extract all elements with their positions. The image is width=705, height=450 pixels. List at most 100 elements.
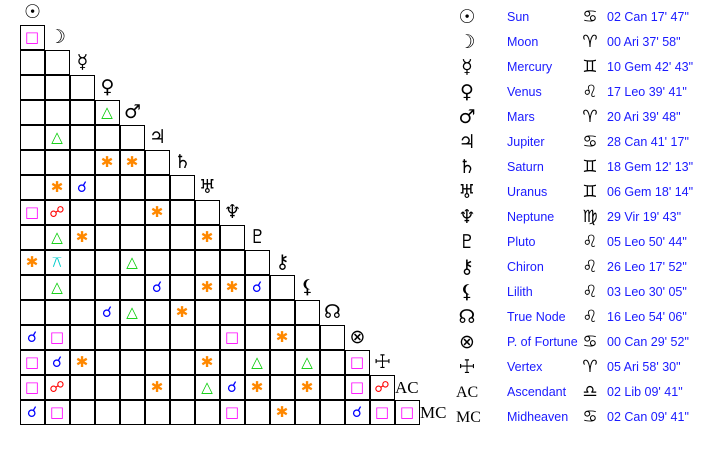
aspect-grid: ☉ ☽ □ ☿ ♀ ♂ △ ♃ △ ♄ ✱ ✱ ♅ ✱ ☌ ♆ □ ☍ ✱ ♇ △ ✱ ✱ ⚷ ✱ ⚻ △ ⚸ △ ☌ ✱ ✱ ☌ ☊ ☌ △ ✱ ⊗ ☌ □… xyxy=(19,3,446,425)
planet-position: 02 Can 09' 41" xyxy=(607,410,689,424)
aspect-cell-sextile: ✱ xyxy=(69,224,95,250)
square-icon: □ xyxy=(399,402,415,421)
sextile-icon: ✱ xyxy=(75,227,89,246)
trine-icon: △ xyxy=(201,377,213,396)
aspect-cell-empty xyxy=(144,224,170,250)
aspect-cell-sextile: ✱ xyxy=(269,324,295,350)
aspect-cell-empty xyxy=(294,299,320,325)
conjunction-icon: ☌ xyxy=(76,177,88,196)
planet-name: Pluto xyxy=(507,235,536,249)
aspect-cell-empty xyxy=(19,74,45,100)
sextile-icon: ✱ xyxy=(275,327,289,346)
aspect-cell-empty xyxy=(244,299,270,325)
aspect-cell-sextile: ✱ xyxy=(119,149,145,175)
virgo-icon: ♍ xyxy=(582,207,598,227)
lilith-icon: ⚸ xyxy=(300,276,315,298)
aspect-cell-quincunx: ⚻ xyxy=(44,249,70,275)
aspect-cell-empty xyxy=(169,224,195,250)
aries-icon: ♈ xyxy=(582,357,598,377)
aspect-cell-empty xyxy=(169,249,195,275)
gemini-icon: ♊ xyxy=(582,182,598,202)
planet-row: ⚷ Chiron ♌ 26 Leo 17' 52" xyxy=(450,255,705,280)
planet-row: ☽ Moon ♈ 00 Ari 37' 58" xyxy=(450,30,705,55)
aspect-cell-empty xyxy=(169,174,195,200)
aspect-cell-empty xyxy=(169,324,195,350)
aspect-cell-empty xyxy=(69,99,95,125)
planet-position: 20 Ari 39' 48" xyxy=(607,110,681,124)
pluto-icon: ♇ xyxy=(248,226,267,248)
sextile-icon: ✱ xyxy=(75,352,89,371)
aspect-cell-empty xyxy=(94,174,120,200)
chiron-icon: ⚷ xyxy=(460,256,474,278)
square-icon: □ xyxy=(24,202,40,221)
planet-row: ♅ Uranus ♊ 06 Gem 18' 14" xyxy=(450,180,705,205)
mercury-icon: ☿ xyxy=(461,56,473,78)
conjunction-icon: ☌ xyxy=(26,327,38,346)
opposition-icon: ☍ xyxy=(374,377,390,396)
trine-icon: △ xyxy=(51,127,63,146)
part-of-fortune-icon: ⊗ xyxy=(349,326,366,348)
planet-row: ♃ Jupiter ♋ 28 Can 41' 17" xyxy=(450,130,705,155)
aspect-cell-empty xyxy=(119,274,145,300)
aspect-cell-conjunction: ☌ xyxy=(219,374,245,400)
aspect-cell-conjunction: ☌ xyxy=(144,274,170,300)
aspect-cell-empty xyxy=(119,199,145,225)
planet-position: 16 Leo 54' 06" xyxy=(607,310,687,324)
leo-icon: ♌ xyxy=(582,307,598,327)
trine-icon: △ xyxy=(51,227,63,246)
aspect-cell-empty xyxy=(144,249,170,275)
planet-position: 18 Gem 12' 13" xyxy=(607,160,694,174)
saturn-icon: ♄ xyxy=(173,151,192,173)
planet-name: True Node xyxy=(507,310,566,324)
aspect-cell-empty xyxy=(219,349,245,375)
aspect-cell-trine: △ xyxy=(44,124,70,150)
square-icon: □ xyxy=(24,352,40,371)
square-icon: □ xyxy=(224,327,240,346)
aspect-cell-conjunction: ☌ xyxy=(44,349,70,375)
aspect-cell-empty xyxy=(94,249,120,275)
opposition-icon: ☍ xyxy=(49,202,65,221)
quincunx-icon: ⚻ xyxy=(52,252,62,271)
aspect-cell-empty xyxy=(169,199,195,225)
moon-icon: ☽ xyxy=(48,26,67,48)
aspect-cell-empty xyxy=(119,399,145,425)
ascendant-icon: AC xyxy=(395,378,419,397)
aspect-cell-conjunction: ☌ xyxy=(19,324,45,350)
trine-icon: △ xyxy=(51,277,63,296)
sextile-icon: ✱ xyxy=(150,377,164,396)
aries-icon: ♈ xyxy=(582,107,598,127)
aspect-cell-empty xyxy=(144,349,170,375)
aspect-cell-sextile: ✱ xyxy=(269,399,295,425)
sun-icon: ☉ xyxy=(458,6,476,28)
aspect-cell-empty xyxy=(94,124,120,150)
sextile-icon: ✱ xyxy=(200,277,214,296)
conjunction-icon: ☌ xyxy=(251,277,263,296)
aspect-cell-empty xyxy=(19,174,45,200)
trine-icon: △ xyxy=(251,352,263,371)
square-icon: □ xyxy=(49,327,65,346)
aspect-cell-empty xyxy=(44,99,70,125)
aspect-cell-empty xyxy=(69,74,95,100)
aspect-cell-empty xyxy=(19,49,45,75)
conjunction-icon: ☌ xyxy=(101,302,113,321)
pluto-icon: ♇ xyxy=(458,231,476,253)
planet-row: ⚸ Lilith ♌ 03 Leo 30' 05" xyxy=(450,280,705,305)
square-icon: □ xyxy=(349,377,365,396)
aspect-cell-empty xyxy=(19,99,45,125)
aspect-cell-empty xyxy=(294,324,320,350)
planet-position: 05 Leo 50' 44" xyxy=(607,235,687,249)
aspect-cell-sextile: ✱ xyxy=(144,374,170,400)
trine-icon: △ xyxy=(101,102,113,121)
planet-position: 02 Lib 09' 41" xyxy=(607,385,683,399)
aspect-cell-empty xyxy=(69,149,95,175)
aspect-cell-empty xyxy=(244,399,270,425)
planet-name: Lilith xyxy=(507,285,533,299)
aspect-cell-empty xyxy=(194,299,220,325)
aspect-cell-sextile: ✱ xyxy=(69,349,95,375)
planet-row: AC Ascendant ♎ 02 Lib 09' 41" xyxy=(450,380,705,405)
planet-name: Ascendant xyxy=(507,385,567,399)
libra-icon: ♎ xyxy=(582,382,598,402)
planet-row: ♆ Neptune ♍ 29 Vir 19' 43" xyxy=(450,205,705,230)
aspect-cell-square: □ xyxy=(44,399,70,425)
aspect-cell-opposition: ☍ xyxy=(44,199,70,225)
